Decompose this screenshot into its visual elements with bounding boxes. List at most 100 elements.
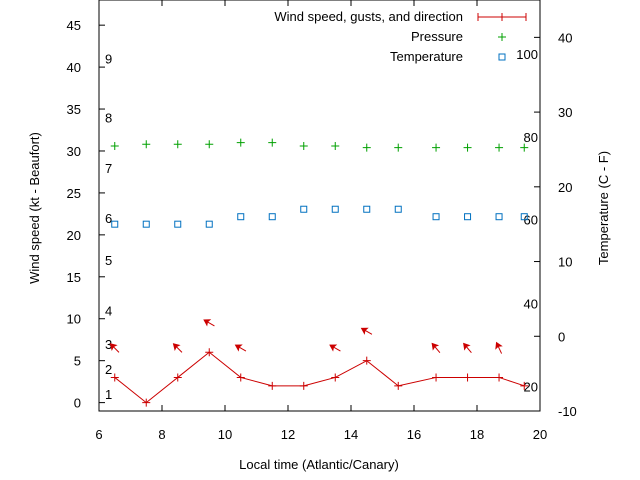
temperature-point	[268, 213, 276, 221]
plot-frame	[98, 0, 541, 412]
wind-arrow-head	[234, 344, 243, 352]
pressure-series	[110, 138, 529, 152]
y-axis-label-right: Temperature (C - F)	[596, 151, 611, 265]
wind-point	[299, 381, 308, 390]
pressure-point	[142, 140, 151, 149]
wind-arrow	[172, 343, 183, 353]
axes: 6 8 10 12 14 16 18 20051015202530354045-1001020…	[67, 0, 577, 442]
wind-point	[110, 373, 119, 382]
y-left-tick-label: 5	[74, 354, 81, 369]
wind-arrow-head	[495, 341, 503, 350]
legend-label: Temperature	[390, 49, 463, 64]
beaufort-label: 3	[105, 337, 112, 352]
legend-temperature-marker	[498, 53, 506, 61]
temperature-point	[300, 205, 308, 213]
y-left-tick-label: 15	[67, 270, 81, 285]
temperature-point	[111, 220, 119, 228]
legend-label: Wind speed, gusts, and direction	[274, 9, 463, 24]
pressure-point	[463, 143, 472, 152]
y-left-tick-label: 40	[67, 60, 81, 75]
y-left-tick-label: 0	[74, 396, 81, 411]
wind-series	[110, 348, 529, 407]
wind-point	[362, 356, 371, 365]
legend: Wind speed, gusts, and direction Pressure…	[274, 9, 527, 64]
temperature-point	[432, 213, 440, 221]
pressure-point	[236, 138, 245, 147]
wind-point	[173, 373, 182, 382]
wind-arrow-head	[463, 342, 471, 351]
x-tick-label: 12	[281, 427, 295, 442]
temperature-point	[205, 220, 213, 228]
y-left-tick-label: 10	[67, 312, 81, 327]
y-left-tick-label: 20	[67, 228, 81, 243]
pressure-point	[362, 143, 371, 152]
y-right-tick-label: -10	[558, 404, 577, 419]
x-tick-label: 16	[407, 427, 421, 442]
pressure-point	[299, 141, 308, 150]
legend-wind-marker	[498, 13, 506, 21]
wind-arrow-head	[329, 344, 338, 352]
beaufort-labels: 1 2 3 4 5 6 7 8 9	[105, 52, 112, 403]
y-axis-label-left: Wind speed (kt - Beaufort)	[27, 132, 42, 284]
temperature-point	[142, 220, 150, 228]
legend-pressure-marker	[498, 33, 506, 41]
pressure-point	[394, 143, 403, 152]
wind-point	[463, 373, 472, 382]
wind-arrow-head	[172, 343, 181, 351]
legend-label: Pressure	[411, 29, 463, 44]
wind-line	[114, 351, 525, 404]
fahrenheit-label: 80	[524, 130, 538, 145]
x-tick-label: 10	[218, 427, 232, 442]
pressure-point	[173, 140, 182, 149]
beaufort-label: 6	[105, 211, 112, 226]
y-right-tick-label: 20	[558, 180, 572, 195]
beaufort-label: 1	[105, 387, 112, 402]
y-left-tick-label: 35	[67, 102, 81, 117]
y-left-tick-label: 30	[67, 144, 81, 159]
wind-arrow	[431, 342, 441, 354]
pressure-point	[432, 143, 441, 152]
x-tick-label: 18	[470, 427, 484, 442]
pressure-point	[205, 140, 214, 149]
temperature-point	[464, 213, 472, 221]
pressure-point	[268, 138, 277, 147]
beaufort-label: 9	[105, 52, 112, 67]
temperature-point	[174, 220, 182, 228]
wind-point	[520, 381, 529, 390]
wind-arrow	[495, 341, 503, 354]
beaufort-label: 5	[105, 253, 112, 268]
x-tick-label: 20	[533, 427, 547, 442]
wind-arrow	[360, 327, 373, 335]
beaufort-label: 2	[105, 362, 112, 377]
wind-arrow-head	[109, 343, 118, 351]
pressure-point	[331, 141, 340, 150]
fahrenheit-label: 20	[524, 379, 538, 394]
wind-arrow-head	[203, 319, 212, 327]
wind-direction-arrows	[109, 319, 503, 354]
wind-point	[236, 373, 245, 382]
temperature-series	[111, 205, 528, 228]
wind-arrow-head	[431, 342, 440, 351]
wind-point	[331, 373, 340, 382]
wind-arrow	[329, 344, 341, 352]
wind-arrow-head	[360, 327, 369, 335]
fahrenheit-label: 100	[516, 47, 538, 62]
x-tick-label: 8	[158, 427, 165, 442]
wind-arrow	[463, 342, 472, 354]
wind-point	[432, 373, 441, 382]
wind-point	[495, 373, 504, 382]
beaufort-label: 4	[105, 303, 112, 318]
y-right-tick-label: 10	[558, 255, 572, 270]
wind-point	[394, 381, 403, 390]
y-left-tick-label: 25	[67, 186, 81, 201]
y-right-tick-label: 0	[558, 329, 565, 344]
temperature-point	[331, 205, 339, 213]
beaufort-label: 7	[105, 161, 112, 176]
temperature-point	[495, 213, 503, 221]
fahrenheit-label: 40	[524, 296, 538, 311]
temperature-point	[520, 213, 528, 221]
temperature-point	[394, 205, 402, 213]
pressure-point	[110, 141, 119, 150]
wind-arrow	[203, 319, 215, 327]
temperature-point	[237, 213, 245, 221]
